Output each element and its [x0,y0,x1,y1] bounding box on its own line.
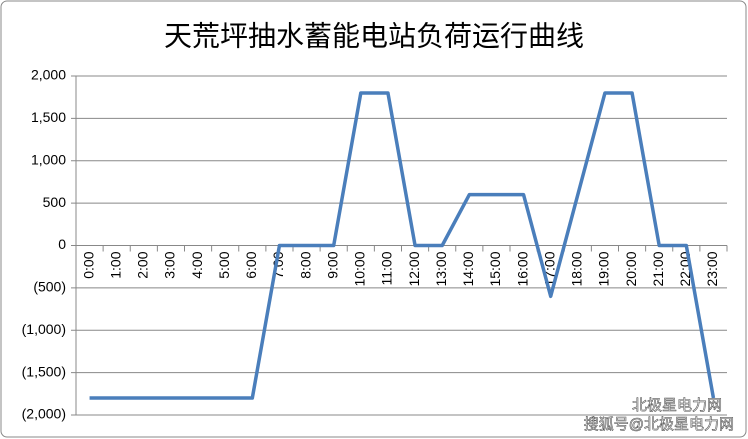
y-tick-label: 0 [58,236,66,252]
y-tick-label: (2,000) [22,406,66,422]
x-tick-label: 8:00 [297,251,313,278]
y-tick-label: 500 [43,194,67,210]
data-line [89,91,716,400]
x-tick-label: 0:00 [80,251,96,278]
x-tick-label: 6:00 [243,251,259,278]
x-tick-label: 3:00 [162,251,178,278]
x-tick-label: 19:00 [596,251,612,286]
x-tick-label: 23:00 [704,251,720,286]
y-tick-label: (1,000) [22,321,66,337]
x-tick-label: 18:00 [569,251,585,286]
x-tick-label: 15:00 [487,251,503,286]
x-tick-label: 4:00 [189,251,205,278]
x-tick-label: 5:00 [216,251,232,278]
y-tick-label: 1,500 [31,109,66,125]
x-tick-label: 14:00 [460,251,476,286]
x-tick-label: 13:00 [433,251,449,286]
x-tick-label: 9:00 [324,251,340,278]
x-tick-label: 1:00 [107,251,123,278]
x-tick-label: 16:00 [514,251,530,286]
watermark: 北极星电力网 [632,397,722,414]
y-tick-label: 2,000 [31,67,66,83]
y-tick-label: (1,500) [22,363,66,379]
y-tick-label: 1,000 [31,151,66,167]
chart-title: 天荒坪抽水蓄能电站负荷运行曲线 [164,20,584,53]
watermark: 搜狐号@北极星电力网 [584,416,734,433]
x-tick-label: 2:00 [135,251,151,278]
x-tick-label: 11:00 [379,251,395,285]
x-tick-label: 12:00 [406,251,422,286]
x-tick-label: 20:00 [623,251,639,286]
x-tick-label: 10:00 [352,251,368,286]
x-tick-label: 21:00 [650,251,666,286]
y-tick-label: (500) [33,279,66,295]
